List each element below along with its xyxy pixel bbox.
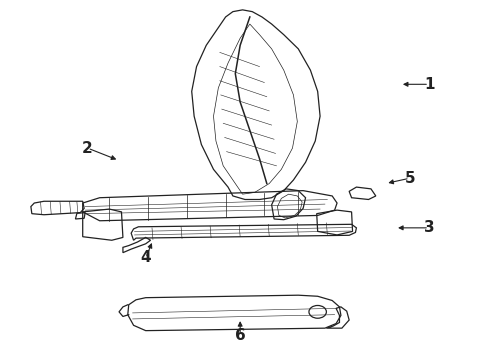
Text: 3: 3 <box>424 220 435 235</box>
Text: 2: 2 <box>82 141 93 156</box>
Text: 4: 4 <box>140 251 151 265</box>
Text: 6: 6 <box>235 328 245 343</box>
Text: 1: 1 <box>424 77 434 92</box>
Text: 5: 5 <box>404 171 415 186</box>
